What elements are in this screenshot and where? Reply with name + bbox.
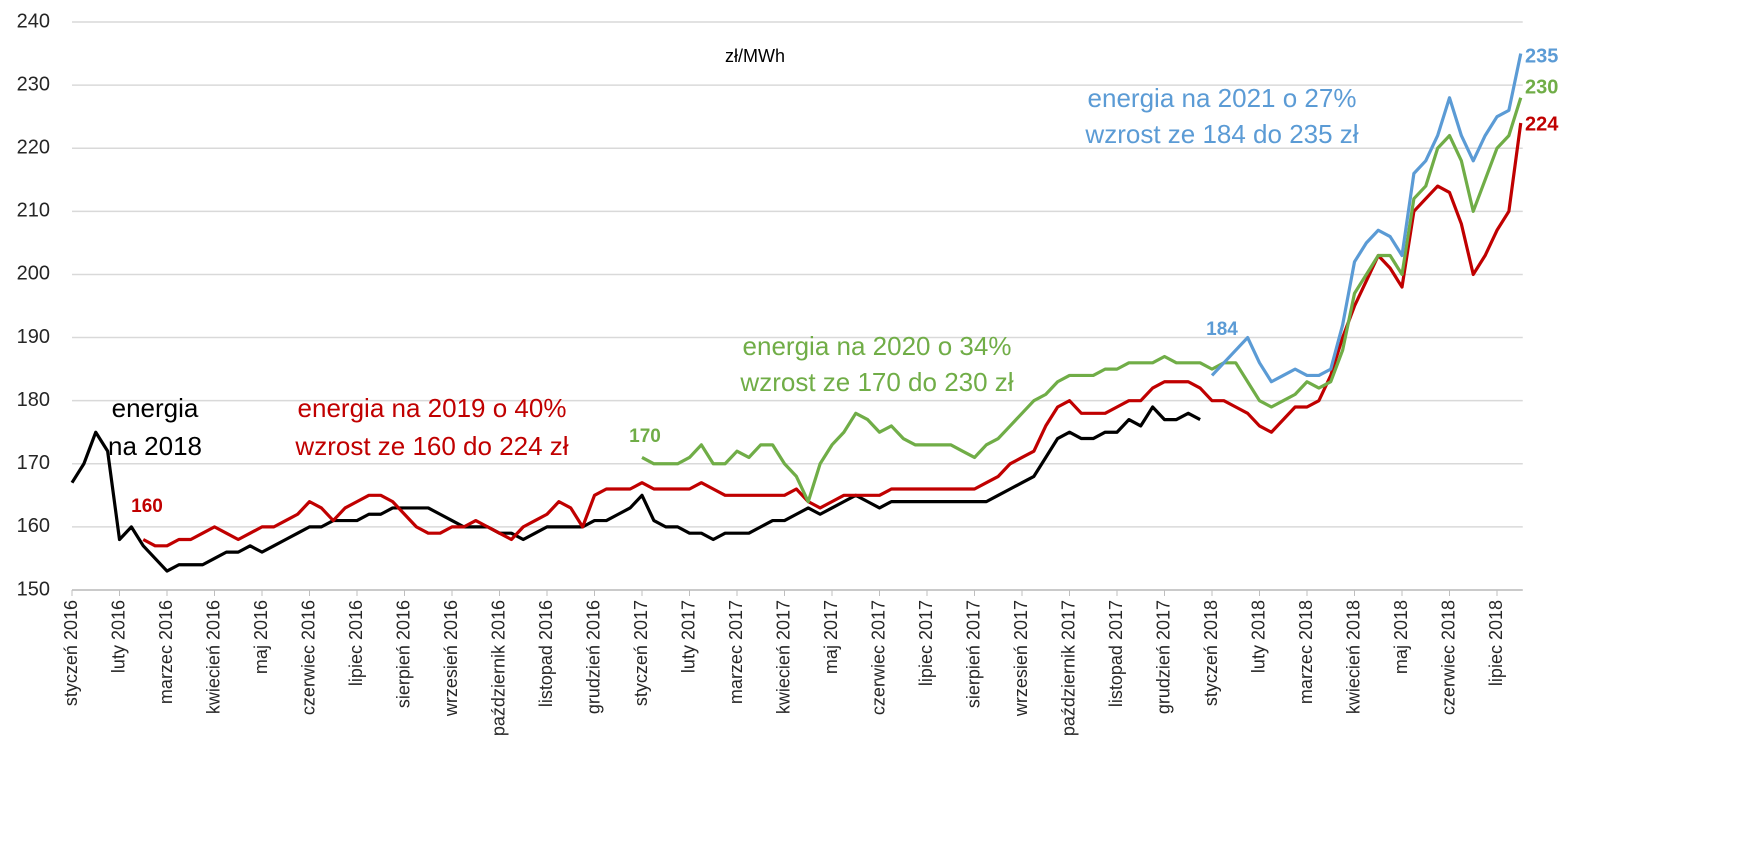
x-tick-label: luty 2016 xyxy=(108,600,128,673)
x-tick-label: listopad 2016 xyxy=(536,600,556,707)
y-tick-label: 170 xyxy=(17,452,50,474)
x-tick-label: luty 2017 xyxy=(678,600,698,673)
y-tick-label: 230 xyxy=(17,73,50,95)
x-tick-label: kwiecień 2017 xyxy=(773,600,793,714)
x-tick-label: marzec 2017 xyxy=(726,600,746,704)
annotation: energia na 2020 o 34% xyxy=(743,331,1012,361)
x-tick-label: październik 2017 xyxy=(1058,600,1078,736)
series-line xyxy=(641,97,1523,504)
x-tick-label: wrzesień 2016 xyxy=(441,600,461,717)
x-tick-label: maj 2017 xyxy=(821,600,841,674)
annotation: na 2018 xyxy=(108,431,202,461)
x-tick-label: grudzień 2017 xyxy=(1153,600,1173,714)
annotation: 230 xyxy=(1525,76,1558,98)
x-tick-label: listopad 2017 xyxy=(1106,600,1126,707)
series-line xyxy=(1210,53,1523,384)
y-tick-label: 160 xyxy=(17,515,50,537)
y-tick-label: 200 xyxy=(17,263,50,285)
x-tick-label: czerwiec 2017 xyxy=(868,600,888,715)
x-tick-label: czerwiec 2018 xyxy=(1438,600,1458,715)
y-tick-label: 180 xyxy=(17,389,50,411)
x-tick-label: wrzesień 2017 xyxy=(1011,600,1031,717)
annotation: wzrost ze 160 do 224 zł xyxy=(294,431,568,461)
x-tick-label: marzec 2018 xyxy=(1296,600,1316,704)
x-tick-label: marzec 2016 xyxy=(156,600,176,704)
y-tick-label: 220 xyxy=(17,137,50,159)
y-tick-label: 210 xyxy=(17,200,50,222)
series-line xyxy=(70,405,1201,573)
y-tick-label: 150 xyxy=(17,578,50,600)
annotation: 170 xyxy=(629,426,661,447)
x-tick-label: kwiecień 2018 xyxy=(1343,600,1363,714)
x-tick-label: grudzień 2016 xyxy=(583,600,603,714)
x-tick-label: luty 2018 xyxy=(1248,600,1268,673)
x-tick-label: lipiec 2016 xyxy=(346,600,366,686)
annotation: 184 xyxy=(1206,319,1238,340)
annotation: energia xyxy=(112,393,199,423)
y-tick-label: 190 xyxy=(17,326,50,348)
annotation: wzrost ze 184 do 235 zł xyxy=(1084,119,1358,149)
annotation: energia na 2019 o 40% xyxy=(298,393,567,423)
x-tick-label: styczeń 2016 xyxy=(61,600,81,706)
annotation: 224 xyxy=(1525,113,1559,135)
x-tick-label: lipiec 2017 xyxy=(916,600,936,686)
annotation: 160 xyxy=(131,496,163,517)
x-tick-label: styczeń 2017 xyxy=(631,600,651,706)
annotation: wzrost ze 170 do 230 zł xyxy=(739,367,1013,397)
x-tick-label: sierpień 2017 xyxy=(963,600,983,708)
x-tick-label: czerwiec 2016 xyxy=(298,600,318,715)
x-tick-label: kwiecień 2016 xyxy=(203,600,223,714)
x-tick-label: październik 2016 xyxy=(488,600,508,736)
series-line xyxy=(142,122,1523,548)
x-tick-label: lipiec 2018 xyxy=(1486,600,1506,686)
x-tick-label: styczeń 2018 xyxy=(1201,600,1221,706)
x-tick-label: maj 2018 xyxy=(1391,600,1411,674)
annotation: 235 xyxy=(1525,45,1558,67)
x-tick-label: maj 2016 xyxy=(251,600,271,674)
annotation: energia na 2021 o 27% xyxy=(1088,83,1357,113)
annotation: zł/MWh xyxy=(725,46,785,66)
y-tick-label: 240 xyxy=(17,10,50,32)
x-tick-label: sierpień 2016 xyxy=(393,600,413,708)
